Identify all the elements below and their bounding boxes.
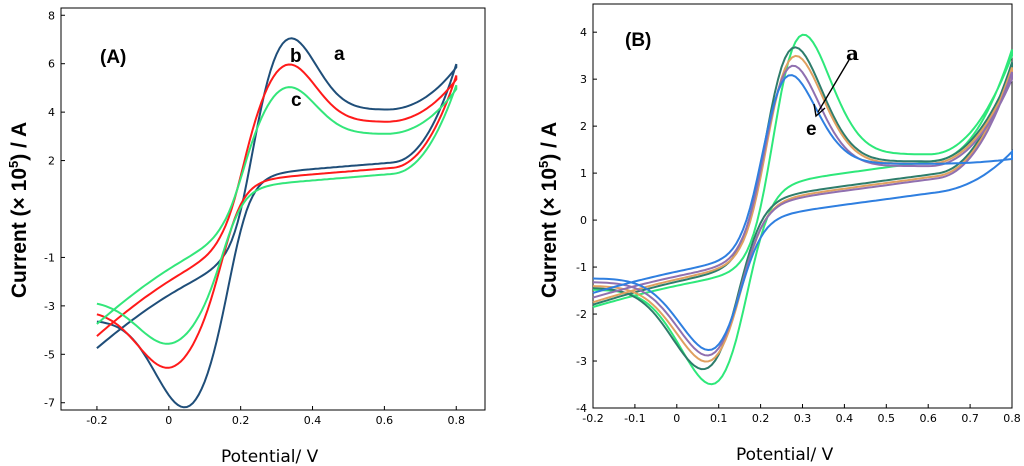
panel-a-y-tick-label: 2 bbox=[48, 155, 55, 168]
panel-b-ylabel-unit: ) / A bbox=[538, 122, 561, 161]
panel-a-series-b bbox=[96, 63, 458, 369]
panel-b-ticks: -0.2 -0.1 0 0.1 0.2 0.3 0.4 0.5 0.6 0.7 0.8 4 3 2 1 0 -1… bbox=[576, 26, 1021, 425]
panel-b: -0.2 -0.1 0 0.1 0.2 0.3 0.4 0.5 0.6 0.7 0.8 4 3 2 1 0 -1… bbox=[536, 3, 1021, 465]
panel-a-x-tick-label: 0.2 bbox=[232, 414, 250, 427]
panel-b-x-tick-label: 0 bbox=[673, 412, 680, 425]
panel-b-curves bbox=[592, 33, 1013, 386]
panel-a-ylabel-main: Current (× 10 bbox=[8, 168, 31, 298]
panel-b-x-tick-label: -0.2 bbox=[582, 412, 603, 425]
panel-a-x-tick-label: 0.4 bbox=[304, 414, 322, 427]
panel-b-y-tick-label: 0 bbox=[580, 214, 587, 227]
panel-a-x-tick-label: 0 bbox=[165, 414, 172, 427]
panel-b-label: (B) bbox=[625, 30, 651, 51]
panel-b-x-tick-label: -0.1 bbox=[624, 412, 645, 425]
panel-b-x-tick-label: 0.7 bbox=[961, 412, 979, 425]
panel-a-y-tick-label: -1 bbox=[44, 251, 55, 264]
panel-a-y-tick-label: 8 bbox=[48, 9, 55, 22]
panel-a-x-tick-label: -0.2 bbox=[86, 414, 107, 427]
panel-b-y-tick-label: 1 bbox=[580, 167, 587, 180]
panel-a-ylabel-unit: ) / A bbox=[8, 122, 31, 161]
panel-b-series-b bbox=[592, 46, 1013, 371]
panel-a-label: (A) bbox=[100, 47, 126, 68]
panel-b-x-axis-label: Potential/ V bbox=[736, 445, 834, 465]
panel-b-x-tick-label: 0.1 bbox=[710, 412, 728, 425]
panel-a-series-c bbox=[96, 84, 458, 345]
panel-a-plot-frame bbox=[60, 7, 486, 411]
panel-b-y-tick-label: 4 bbox=[580, 26, 587, 39]
panel-a-annotation-b: b bbox=[290, 46, 302, 67]
panel-b-y-tick-label: -1 bbox=[576, 261, 587, 274]
panel-b-annotation-arrowhead bbox=[813, 103, 826, 118]
panel-a-ticks: -0.2 0 0.2 0.4 0.6 0.8 8 6 4 2 -1 -3 -5 -7 bbox=[44, 9, 465, 427]
panel-b-annotation-a: a bbox=[846, 41, 859, 65]
panel-a-x-tick-label: 0.8 bbox=[448, 414, 466, 427]
panel-a-annotation-a: a bbox=[334, 44, 345, 65]
panel-b-annotation-e: e bbox=[806, 119, 817, 140]
panel-b-series-c bbox=[592, 54, 1013, 363]
panel-b-ylabel-exp: 5 bbox=[536, 161, 551, 168]
panel-b-ylabel-main: Current (× 10 bbox=[538, 168, 561, 298]
svg-text:Current (× 105) / A: Current (× 105) / A bbox=[536, 122, 561, 298]
panel-b-x-tick-label: 0.3 bbox=[794, 412, 812, 425]
panel-a-ylabel-exp: 5 bbox=[6, 161, 21, 168]
panel-b-series-e bbox=[592, 74, 1013, 352]
panel-a-annotation-c: c bbox=[291, 90, 302, 111]
panel-a-y-tick-label: 4 bbox=[48, 106, 55, 119]
panel-b-x-tick-label: 0.6 bbox=[919, 412, 937, 425]
panel-b-x-tick-label: 0.2 bbox=[752, 412, 770, 425]
panel-b-y-tick-label: 3 bbox=[580, 73, 587, 86]
panel-b-x-tick-label: 0.4 bbox=[836, 412, 854, 425]
panel-a-x-tick-label: 0.6 bbox=[376, 414, 394, 427]
panel-a-y-axis-label: Current (× 105) / A bbox=[6, 122, 31, 298]
panel-b-series-a bbox=[592, 33, 1013, 386]
panel-a-y-tick-label: 6 bbox=[48, 58, 55, 71]
panel-a-y-tick-label: -5 bbox=[44, 348, 55, 361]
panel-b-annotation-arrow bbox=[817, 59, 850, 113]
panel-a-y-tick-label: -3 bbox=[44, 300, 55, 313]
panel-b-x-tick-label: 0.8 bbox=[1003, 412, 1021, 425]
panel-a-y-tick-label: -7 bbox=[44, 397, 55, 410]
panel-b-plot-frame bbox=[592, 3, 1013, 409]
panel-b-y-tick-label: -2 bbox=[576, 308, 587, 321]
panel-a-curves bbox=[96, 37, 458, 409]
panel-b-x-tick-label: 0.5 bbox=[878, 412, 896, 425]
panel-b-y-tick-label: -3 bbox=[576, 355, 587, 368]
panel-b-y-tick-label: 2 bbox=[580, 120, 587, 133]
svg-text:Current (× 105) / A: Current (× 105) / A bbox=[6, 122, 31, 298]
panel-b-y-axis-label: Current (× 105) / A bbox=[536, 122, 561, 298]
panel-b-y-tick-label: -4 bbox=[576, 402, 587, 415]
panel-a-series-a bbox=[96, 37, 458, 409]
panel-a-x-axis-label: Potential/ V bbox=[221, 447, 319, 466]
